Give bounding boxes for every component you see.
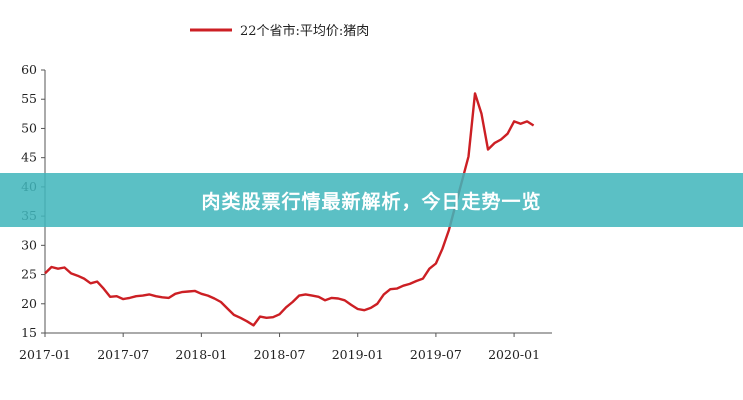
- y-tick-label: 60: [21, 62, 37, 77]
- y-tick-label: 25: [21, 267, 37, 282]
- y-tick-label: 50: [21, 120, 37, 135]
- legend-label: 22个省市:平均价:猪肉: [240, 23, 369, 39]
- x-tick-label: 2020-01: [488, 347, 540, 362]
- y-tick-label: 20: [21, 296, 37, 311]
- chart-legend: 22个省市:平均价:猪肉: [190, 23, 369, 39]
- x-tick-label: 2018-01: [175, 347, 227, 362]
- headline-text: 肉类股票行情最新解析，今日走势一览: [201, 190, 542, 213]
- x-tick-label: 2019-01: [332, 347, 384, 362]
- y-tick-label: 55: [21, 91, 37, 106]
- y-tick-label: 30: [21, 237, 37, 252]
- x-tick-label: 2018-07: [254, 347, 306, 362]
- headline-banner: 肉类股票行情最新解析，今日走势一览: [0, 173, 743, 227]
- x-axis-ticks: 2017-01 2017-07 2018-01 2018-07 2019-01 2019-…: [19, 333, 540, 362]
- x-tick-label: 2017-07: [97, 347, 149, 362]
- y-tick-label: 45: [21, 150, 37, 165]
- x-tick-label: 2017-01: [19, 347, 71, 362]
- x-tick-label: 2019-07: [410, 347, 462, 362]
- y-tick-label: 15: [21, 325, 37, 340]
